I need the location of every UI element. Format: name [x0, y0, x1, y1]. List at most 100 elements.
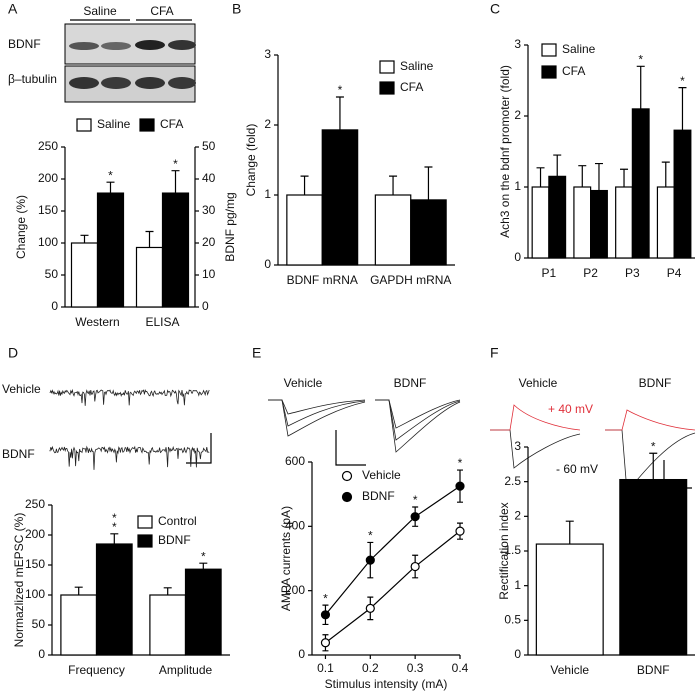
- y-axis-title: Rectification index: [497, 502, 511, 599]
- mepsc-trace: [49, 445, 210, 470]
- y-tick-label: 0: [514, 647, 521, 661]
- point: [410, 512, 420, 522]
- error-bar: [300, 175, 309, 195]
- panel-letter: D: [8, 345, 18, 361]
- image-label: - 60 mV: [556, 462, 598, 476]
- error-bar: [389, 175, 398, 195]
- error-bar: [424, 166, 433, 200]
- bar: [374, 194, 412, 266]
- significance-marker: *: [368, 529, 373, 543]
- panel-letter: E: [252, 345, 261, 361]
- significance-marker: *: [112, 511, 117, 525]
- legend-label: Saline: [562, 42, 596, 56]
- error-bar: [661, 161, 670, 187]
- error-bar: [335, 96, 344, 130]
- bar: [590, 189, 608, 259]
- y-tick-label: 2: [514, 108, 521, 122]
- legend-label: CFA: [160, 117, 183, 131]
- y2-tick-label: 50: [202, 139, 216, 153]
- image-label: Vehicle: [2, 382, 41, 396]
- y2-tick-label: 0: [202, 299, 209, 313]
- current-traces: [186, 399, 696, 494]
- y-tick-label: 1: [514, 578, 521, 592]
- point: [320, 610, 331, 620]
- legend-label: Vehicle: [362, 468, 401, 482]
- legend-swatch: [76, 118, 92, 132]
- significance-marker: *: [680, 74, 685, 88]
- error-bar: [110, 533, 119, 544]
- y-tick-label: 100: [38, 235, 58, 249]
- legend-swatch: [137, 534, 153, 548]
- bar: [161, 192, 190, 308]
- significance-marker: *: [173, 157, 178, 171]
- y-tick-label: 2: [514, 509, 521, 523]
- y2-tick-label: 30: [202, 203, 216, 217]
- y-tick-label: 0.5: [504, 613, 521, 627]
- significance-marker: *: [201, 549, 206, 563]
- x-tick-label: 0.2: [362, 661, 379, 675]
- error-bar: [565, 520, 574, 545]
- bar: [615, 186, 633, 259]
- mepsc-trace: [49, 388, 210, 406]
- x-tick-label: BDNF mRNA: [287, 273, 358, 287]
- significance-marker: *: [338, 83, 343, 97]
- significance-marker: *: [651, 439, 656, 453]
- panel-letter: B: [232, 1, 241, 17]
- error-bar: [199, 562, 208, 570]
- point: [455, 526, 465, 536]
- bar: [60, 594, 98, 656]
- point: [365, 555, 375, 565]
- legend-label: Saline: [97, 117, 131, 131]
- x-tick-label: 0.1: [317, 661, 334, 675]
- y-axis-title: Ach3 on the bdnf promoter (fold): [498, 65, 512, 238]
- x-tick-label: P3: [625, 266, 640, 280]
- image-label: Saline: [83, 4, 117, 18]
- y-tick-label: 100: [25, 587, 45, 601]
- bar: [619, 478, 688, 656]
- significance-marker: *: [112, 520, 117, 534]
- bar: [573, 186, 592, 259]
- significance-marker: *: [638, 52, 643, 66]
- point: [320, 638, 331, 648]
- y-tick-label: 1: [514, 179, 521, 193]
- x-tick-label: Vehicle: [550, 663, 589, 677]
- significance-marker: *: [458, 456, 463, 470]
- y-tick-label: 2: [264, 117, 271, 131]
- y-tick-label: 1.5: [504, 543, 521, 557]
- error-bar: [678, 87, 687, 131]
- legend-label: BDNF: [362, 489, 395, 503]
- error-bar: [74, 586, 83, 595]
- y-axis-title: Change (fold): [244, 124, 258, 197]
- y-tick-label: 1: [264, 187, 271, 201]
- x-tick-label: BDNF: [637, 663, 670, 677]
- image-label: BDNF: [394, 376, 427, 390]
- x-tick-label: Frequency: [68, 663, 125, 677]
- legend-label: Saline: [400, 59, 434, 73]
- image-label: CFA: [150, 4, 173, 18]
- y2-tick-label: 10: [202, 267, 216, 281]
- error-bar: [171, 170, 180, 194]
- y-tick-label: 0: [514, 250, 521, 264]
- legend-swatch: [139, 118, 155, 132]
- bar: [656, 186, 675, 259]
- bar: [321, 129, 359, 266]
- y-tick-label: 150: [38, 203, 58, 217]
- western-blot: [64, 19, 196, 103]
- bar: [286, 194, 323, 266]
- y-axis-title: Change (%): [14, 195, 28, 259]
- bar: [548, 175, 567, 259]
- panel-letter: C: [490, 1, 500, 17]
- panel-letter: A: [8, 1, 18, 17]
- image-label: Vehicle: [284, 376, 323, 390]
- bar: [95, 543, 133, 656]
- y-axis-title: Normazlized mEPSC (%): [12, 513, 26, 648]
- point: [365, 603, 375, 613]
- x-tick-label: P1: [542, 266, 557, 280]
- y-tick-label: 400: [285, 519, 305, 533]
- image-label: BDNF: [2, 447, 35, 461]
- image-label: BDNF: [639, 376, 672, 390]
- x-tick-label: Western: [75, 315, 119, 329]
- bar: [184, 568, 222, 656]
- y-tick-label: 50: [32, 617, 46, 631]
